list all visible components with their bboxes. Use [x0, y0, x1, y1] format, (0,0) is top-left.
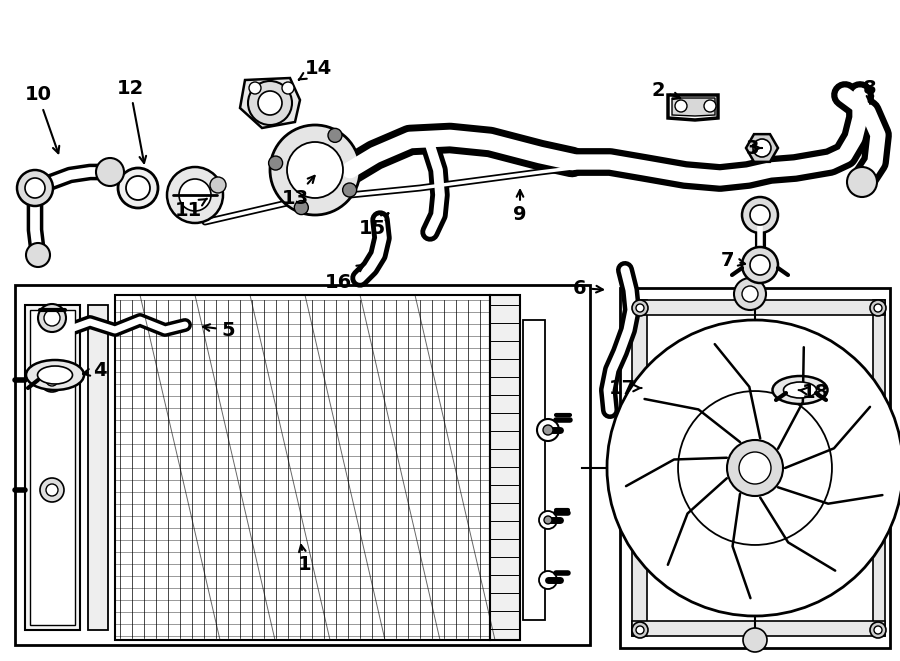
- Circle shape: [727, 440, 783, 496]
- Text: 4: 4: [83, 360, 107, 379]
- Circle shape: [750, 205, 770, 225]
- Circle shape: [870, 300, 886, 316]
- Ellipse shape: [784, 382, 816, 398]
- Circle shape: [675, 100, 687, 112]
- Circle shape: [210, 177, 226, 193]
- Circle shape: [118, 168, 158, 208]
- Bar: [632, 621, 885, 636]
- Circle shape: [167, 167, 223, 223]
- Circle shape: [46, 374, 58, 386]
- Circle shape: [282, 82, 294, 94]
- Circle shape: [632, 622, 648, 638]
- Circle shape: [38, 304, 66, 332]
- Circle shape: [96, 158, 124, 186]
- Circle shape: [44, 310, 60, 326]
- Bar: [523, 320, 545, 620]
- Circle shape: [847, 167, 877, 197]
- Circle shape: [126, 176, 150, 200]
- Circle shape: [537, 419, 559, 441]
- Bar: [873, 300, 885, 636]
- Bar: [620, 288, 890, 648]
- Bar: [88, 305, 108, 630]
- Circle shape: [287, 142, 343, 198]
- Bar: [25, 305, 80, 630]
- Circle shape: [249, 82, 261, 94]
- Text: 1: 1: [298, 545, 311, 574]
- Circle shape: [40, 368, 64, 392]
- Circle shape: [343, 183, 356, 197]
- Circle shape: [258, 91, 282, 115]
- Text: 12: 12: [116, 79, 146, 163]
- Bar: [490, 295, 520, 640]
- Circle shape: [539, 571, 557, 589]
- Circle shape: [17, 170, 53, 206]
- Ellipse shape: [26, 360, 84, 390]
- Circle shape: [632, 300, 648, 316]
- Text: 13: 13: [282, 176, 315, 208]
- Polygon shape: [115, 295, 490, 640]
- Circle shape: [743, 628, 767, 652]
- Polygon shape: [672, 98, 715, 116]
- Text: 17: 17: [608, 379, 641, 397]
- Circle shape: [46, 484, 58, 496]
- Polygon shape: [240, 78, 300, 128]
- Circle shape: [636, 626, 644, 634]
- Text: 18: 18: [798, 383, 829, 401]
- Text: 2: 2: [652, 81, 680, 100]
- Circle shape: [734, 278, 766, 310]
- Circle shape: [874, 304, 882, 312]
- Circle shape: [704, 100, 716, 112]
- Circle shape: [742, 197, 778, 233]
- Bar: [15, 285, 590, 645]
- Circle shape: [544, 516, 552, 524]
- Text: 9: 9: [513, 190, 526, 225]
- Bar: [632, 300, 885, 315]
- Circle shape: [874, 626, 882, 634]
- Circle shape: [607, 320, 900, 616]
- Circle shape: [26, 243, 50, 267]
- Polygon shape: [746, 134, 778, 162]
- Circle shape: [270, 125, 360, 215]
- Text: 16: 16: [324, 265, 364, 292]
- Bar: [30, 310, 75, 625]
- Circle shape: [179, 179, 211, 211]
- Text: 5: 5: [203, 321, 235, 340]
- Text: 6: 6: [573, 278, 603, 297]
- Text: 10: 10: [24, 85, 59, 153]
- Circle shape: [25, 178, 45, 198]
- Bar: [632, 300, 647, 636]
- Circle shape: [248, 81, 292, 125]
- Circle shape: [739, 452, 771, 484]
- Text: 8: 8: [863, 79, 877, 104]
- Circle shape: [328, 128, 342, 142]
- Text: 15: 15: [358, 214, 389, 237]
- Circle shape: [268, 156, 283, 170]
- Circle shape: [742, 286, 758, 302]
- Circle shape: [870, 622, 886, 638]
- Circle shape: [539, 511, 557, 529]
- Circle shape: [742, 247, 778, 283]
- Circle shape: [294, 200, 309, 215]
- Circle shape: [750, 255, 770, 275]
- Circle shape: [753, 139, 771, 157]
- Text: 11: 11: [175, 198, 207, 219]
- Ellipse shape: [772, 376, 827, 404]
- Text: 3: 3: [745, 139, 761, 157]
- Circle shape: [543, 425, 553, 435]
- Ellipse shape: [38, 366, 73, 384]
- Circle shape: [636, 304, 644, 312]
- Circle shape: [40, 478, 64, 502]
- Text: 14: 14: [299, 59, 331, 80]
- Text: 7: 7: [721, 251, 745, 270]
